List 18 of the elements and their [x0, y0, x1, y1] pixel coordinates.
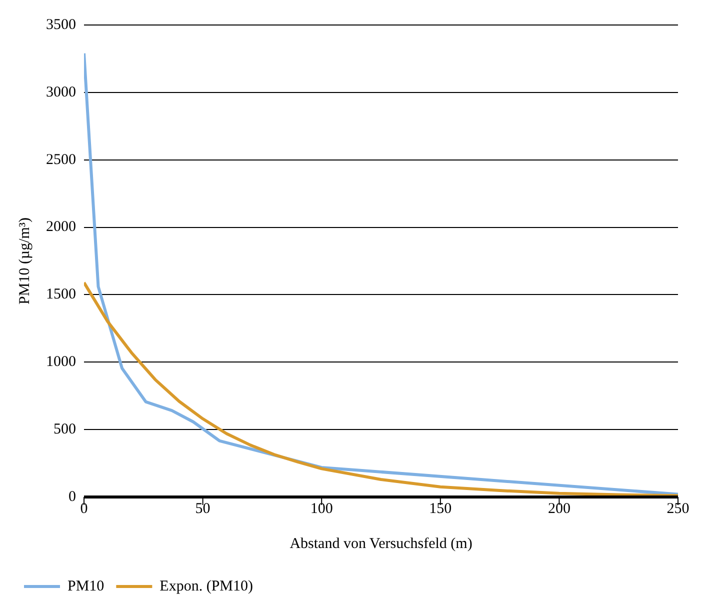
legend-label: Expon. (PM10): [160, 578, 254, 594]
x-axis-title: Abstand von Versuchsfeld (m): [290, 536, 472, 552]
y-tick-label: 2500: [46, 152, 76, 168]
x-tick-label: 0: [80, 500, 88, 517]
x-tick-label: 200: [548, 500, 570, 517]
y-axis-title: PM10 (µg/m³): [16, 218, 33, 304]
y-tick-label: 2000: [46, 219, 76, 236]
y-tick-label: 1500: [46, 286, 76, 303]
y-tick-label: 1000: [46, 354, 76, 370]
x-tick-label: 100: [310, 500, 333, 517]
legend-label: PM10: [68, 578, 104, 594]
x-tick-label: 150: [429, 500, 452, 517]
x-tick-label: 250: [666, 500, 690, 517]
x-tick-label: 50: [195, 500, 210, 517]
y-tick-label: 500: [54, 422, 76, 438]
y-tick-label: 3500: [46, 16, 76, 33]
y-tick-label: 0: [68, 488, 76, 505]
y-tick-label: 3000: [46, 84, 76, 100]
